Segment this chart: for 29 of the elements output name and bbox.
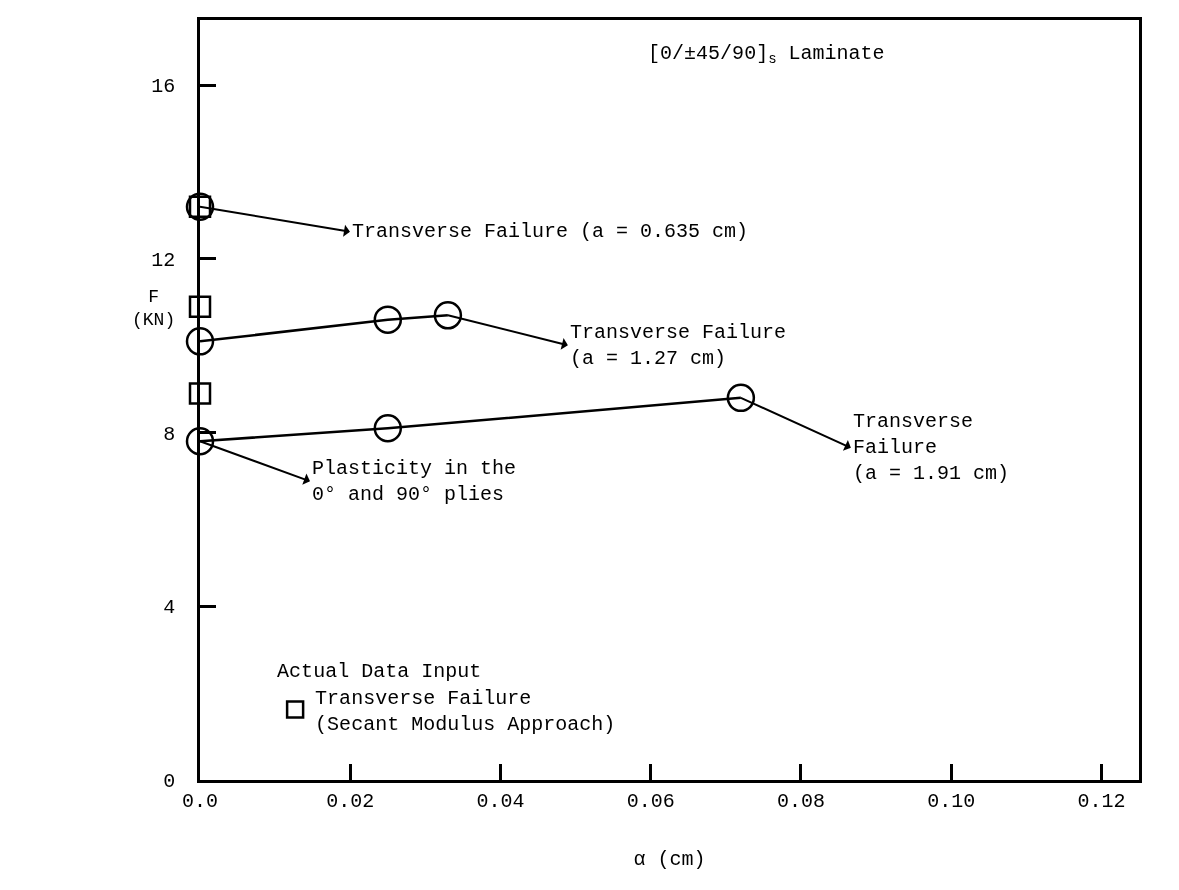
x-tick-label: 0.02	[326, 789, 375, 813]
x-tick-label: 0.06	[626, 789, 675, 813]
point	[185, 327, 215, 356]
x-tick-label: 0.08	[776, 789, 825, 813]
y-tick-label: 16	[151, 75, 176, 99]
x-tick-label: 0.10	[927, 789, 976, 813]
legend-title: Actual Data Input	[277, 660, 482, 683]
x-tick-label: 0.04	[476, 789, 525, 813]
point	[373, 305, 403, 334]
y-tick-label: 4	[163, 596, 176, 620]
point	[185, 427, 215, 456]
point	[188, 382, 212, 405]
x-axis-title: α (cm)	[633, 848, 706, 872]
point	[373, 413, 403, 443]
y-axis-title: F (KN)	[132, 287, 176, 331]
y-tick-label: 0	[163, 770, 176, 793]
text: [0/±45/90]$_{s}$ Laminate	[648, 41, 885, 67]
annotation: Transverse Failure (a = 0.635 cm)	[352, 220, 749, 243]
annotation: Transverse Failure (a = 1.27 cm)	[570, 321, 787, 370]
point	[726, 383, 756, 413]
point	[188, 295, 212, 318]
x-tick-label: 0.12	[1077, 789, 1126, 813]
y-tick-label: 12	[151, 248, 176, 272]
annotation: Plasticity in the 0° and 90° plies	[312, 457, 517, 506]
y-tick-label: 8	[163, 422, 176, 446]
legend-label: Transverse Failure (Secant Modulus Approach)	[315, 687, 616, 737]
point	[433, 301, 463, 330]
annotation: Transverse Failure (a = 1.91 cm)	[853, 410, 1010, 485]
x-tick-label: 0.0	[181, 789, 219, 813]
